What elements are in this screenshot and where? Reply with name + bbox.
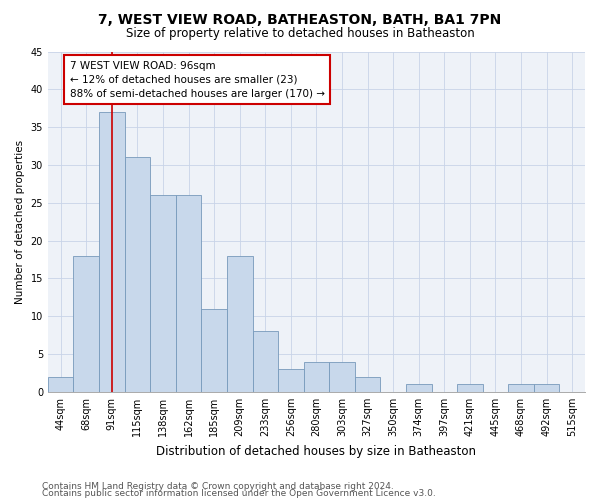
- Text: Size of property relative to detached houses in Batheaston: Size of property relative to detached ho…: [125, 28, 475, 40]
- X-axis label: Distribution of detached houses by size in Batheaston: Distribution of detached houses by size …: [157, 444, 476, 458]
- Bar: [304, 362, 329, 392]
- Text: 7 WEST VIEW ROAD: 96sqm
← 12% of detached houses are smaller (23)
88% of semi-de: 7 WEST VIEW ROAD: 96sqm ← 12% of detache…: [70, 60, 325, 98]
- Text: 7, WEST VIEW ROAD, BATHEASTON, BATH, BA1 7PN: 7, WEST VIEW ROAD, BATHEASTON, BATH, BA1…: [98, 12, 502, 26]
- Bar: [99, 112, 125, 392]
- Text: Contains HM Land Registry data © Crown copyright and database right 2024.: Contains HM Land Registry data © Crown c…: [42, 482, 394, 491]
- Bar: [406, 384, 431, 392]
- Bar: [48, 377, 73, 392]
- Bar: [534, 384, 559, 392]
- Text: Contains public sector information licensed under the Open Government Licence v3: Contains public sector information licen…: [42, 489, 436, 498]
- Bar: [457, 384, 482, 392]
- Bar: [125, 158, 150, 392]
- Bar: [329, 362, 355, 392]
- Bar: [176, 195, 202, 392]
- Y-axis label: Number of detached properties: Number of detached properties: [15, 140, 25, 304]
- Bar: [355, 377, 380, 392]
- Bar: [73, 256, 99, 392]
- Bar: [150, 195, 176, 392]
- Bar: [202, 308, 227, 392]
- Bar: [227, 256, 253, 392]
- Bar: [508, 384, 534, 392]
- Bar: [278, 369, 304, 392]
- Bar: [253, 332, 278, 392]
